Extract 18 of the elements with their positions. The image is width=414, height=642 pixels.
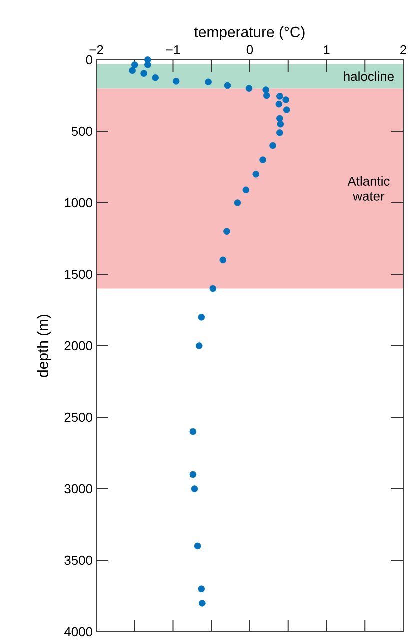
x-tick-label: −2 [90, 45, 104, 54]
y-tick-label: 500 [72, 126, 92, 136]
y-tick-label: 3500 [64, 556, 92, 566]
x-axis-title: temperature (°C) [194, 26, 305, 40]
y-tick-label: 4000 [64, 627, 92, 637]
x-tick-label: 1 [324, 46, 330, 54]
x-tick-label: 2 [400, 45, 406, 54]
y-tick-label: 1500 [65, 270, 92, 280]
band-label: Atlantic water [348, 176, 390, 201]
x-tick-label: 0 [246, 45, 254, 54]
y-tick-label: 1000 [65, 198, 92, 208]
y-axis-title: depth (m) [37, 314, 52, 378]
y-tick-label: 2000 [64, 341, 92, 351]
y-tick-label: 3000 [64, 484, 92, 494]
y-tick-label: 0 [86, 55, 92, 65]
y-tick-label: 2500 [64, 412, 92, 422]
x-tick-label: −1 [166, 46, 180, 54]
band-label: halocline [344, 72, 394, 82]
